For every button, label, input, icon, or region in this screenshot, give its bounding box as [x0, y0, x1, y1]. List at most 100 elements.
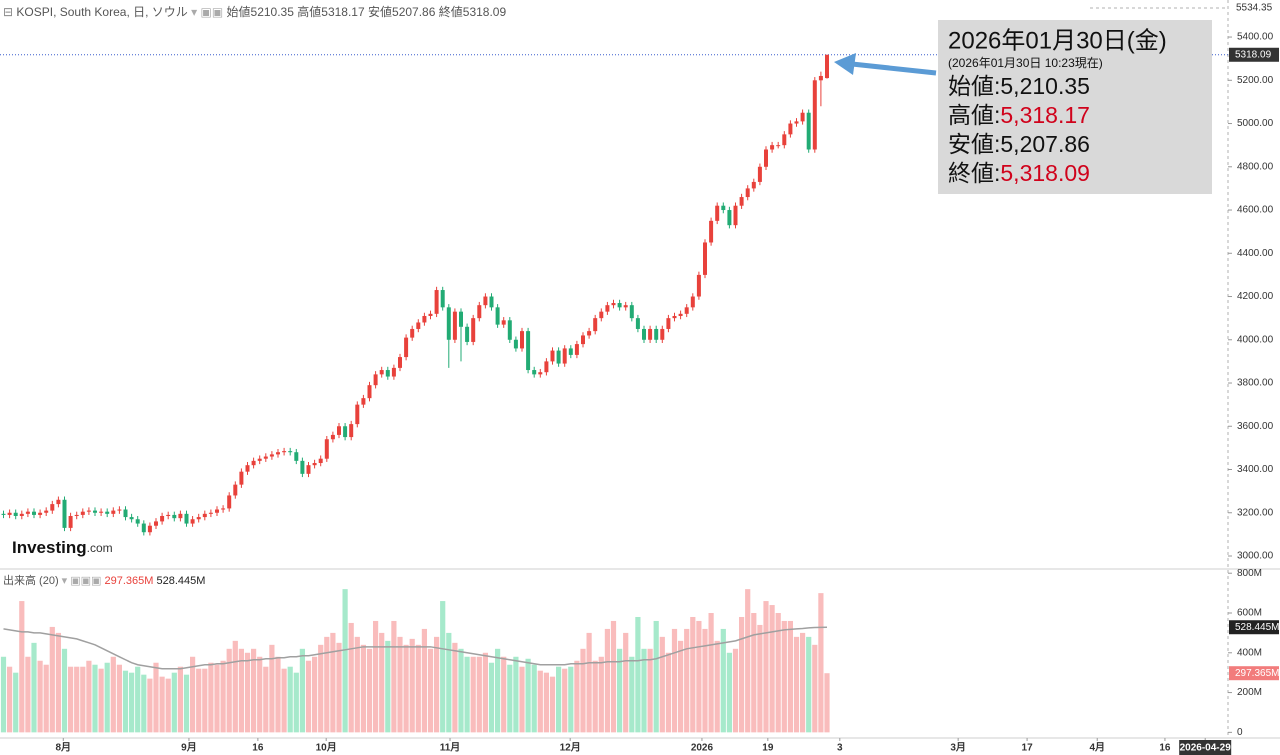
candle-body [56, 499, 61, 505]
info-row-name: 終値: [948, 160, 1000, 186]
volume-bar [458, 648, 464, 733]
volume-bar [617, 648, 623, 733]
volume-bar [74, 666, 80, 733]
volume-bar [421, 628, 427, 733]
candle-body [666, 318, 671, 329]
volume-bar [665, 652, 671, 733]
volume-bar [269, 644, 275, 733]
y-tick-label: 4000.00 [1237, 334, 1274, 345]
header-name: 安値 [368, 4, 392, 19]
volume-bar [818, 593, 824, 733]
y2-tick-label: 0 [1237, 727, 1243, 738]
volume-bar [598, 656, 604, 733]
volume-value: 297.365M [105, 575, 154, 587]
volume-bar [696, 620, 702, 733]
candle-body [446, 307, 451, 340]
candle-body [147, 525, 152, 533]
candle-body [93, 510, 97, 513]
candle-body [38, 512, 43, 515]
y-tick-label: 5000.00 [1237, 118, 1274, 129]
candle-body [410, 328, 415, 338]
header-value: 5318.09 [463, 5, 507, 19]
candle-body [343, 426, 348, 438]
candle-body [672, 315, 677, 319]
candle-body [812, 80, 817, 150]
volume-bar [312, 656, 318, 733]
volume-bar [586, 632, 592, 733]
volume-bar [171, 672, 177, 733]
volume-bar [495, 648, 501, 733]
volume-bar [812, 644, 818, 733]
candle-body [62, 499, 67, 528]
chart-title: KOSPI, South Korea, 日, ソウル [16, 5, 187, 19]
volume-bar [251, 648, 257, 733]
volume-bar [354, 636, 360, 733]
candle-body [74, 514, 79, 516]
info-row-name: 始値: [948, 73, 1000, 99]
candle-body [32, 511, 36, 515]
dropdown-icon: ▾ ▣▣▣ [59, 575, 105, 587]
candle-body [507, 320, 512, 340]
volume-bar [299, 648, 305, 733]
candle-body [398, 357, 402, 368]
volume-bar [385, 640, 391, 733]
y-tick-label: 3000.00 [1237, 551, 1274, 562]
volume-bar [104, 662, 110, 733]
volume-bar [415, 644, 421, 733]
candle-body [208, 512, 213, 514]
volume-bar [177, 666, 183, 733]
candle-body [660, 328, 665, 340]
dropdown-icon: ▾ ▣▣ [188, 5, 227, 19]
candle-body [642, 328, 646, 340]
candle-body [788, 123, 793, 135]
volume-bar [537, 670, 543, 733]
volume-bar [129, 672, 135, 733]
candle-body [721, 205, 726, 211]
volume-bar [800, 632, 806, 733]
volume-bar [61, 648, 68, 733]
volume-bar [793, 636, 800, 733]
candle-body [306, 465, 311, 474]
ma-value: 528.445M [157, 575, 206, 587]
last-volume-label-bg [1229, 666, 1279, 681]
volume-bar [43, 664, 49, 733]
volume-bar [549, 676, 556, 733]
candle-body [568, 348, 573, 355]
candle-body [178, 513, 183, 519]
volume-bar [739, 616, 745, 733]
volume-bar [470, 656, 476, 733]
candle-body [818, 75, 823, 81]
last-volume-label: 297.365M [1235, 668, 1279, 679]
candle-body [684, 307, 689, 314]
volume-bar [86, 660, 92, 733]
volume-bar [226, 648, 232, 733]
candle-body [19, 513, 24, 516]
candle-body [361, 398, 366, 405]
info-row-name: 安値: [948, 131, 1000, 157]
candle-body [770, 145, 775, 150]
volume-bar [629, 656, 635, 733]
info-box: 2026年01月30日(金) (2026年01月30日 10:23現在) 始値:… [938, 20, 1212, 194]
candle-body [757, 166, 762, 182]
volume-bar [769, 605, 775, 733]
volume-bar [373, 620, 379, 733]
info-box-bg [938, 20, 1212, 194]
volume-bar [122, 670, 129, 733]
y2-tick-label: 600M [1237, 608, 1262, 619]
candle-body [318, 458, 323, 464]
candle-body [190, 519, 195, 524]
candle-body [489, 296, 494, 308]
volume-bar [342, 589, 348, 733]
logo-suffix: .com [87, 541, 113, 555]
x-tick-label: 17 [1022, 743, 1034, 754]
info-row: 始値:5,210.35 [948, 73, 1090, 99]
volume-bar [568, 666, 574, 733]
volume-bar [366, 648, 373, 733]
volume-bar [403, 644, 409, 733]
candle-body [239, 471, 244, 485]
candle-body [550, 350, 555, 362]
candle-body [764, 149, 768, 167]
volume-bar [787, 620, 793, 733]
candle-body [391, 367, 396, 377]
